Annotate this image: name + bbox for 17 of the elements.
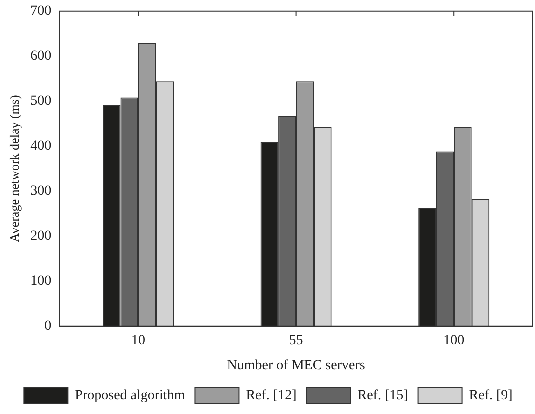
y-tick-label: 100 bbox=[30, 274, 52, 290]
x-tick-label: 55 bbox=[289, 333, 304, 348]
x-tick-label: 100 bbox=[444, 333, 465, 348]
y-tick-label: 400 bbox=[30, 139, 52, 154]
y-tick-label: 300 bbox=[30, 184, 52, 200]
y-tick-label: 700 bbox=[30, 4, 52, 20]
y-tick-label: 500 bbox=[30, 94, 52, 110]
y-axis-title: Average network delay (ms) bbox=[7, 95, 22, 243]
legend-label: Proposed algorithm bbox=[75, 388, 186, 404]
x-axis-title: Number of MEC servers bbox=[227, 358, 366, 374]
legend-label: Ref. [12] bbox=[246, 388, 297, 404]
x-tick-label: 10 bbox=[132, 333, 146, 348]
y-tick-label: 200 bbox=[30, 229, 52, 244]
y-tick-label: 600 bbox=[30, 49, 52, 64]
y-tick-label: 0 bbox=[44, 319, 52, 334]
legend-label: Ref. [9] bbox=[469, 388, 513, 404]
legend-label: Ref. [15] bbox=[358, 388, 408, 404]
